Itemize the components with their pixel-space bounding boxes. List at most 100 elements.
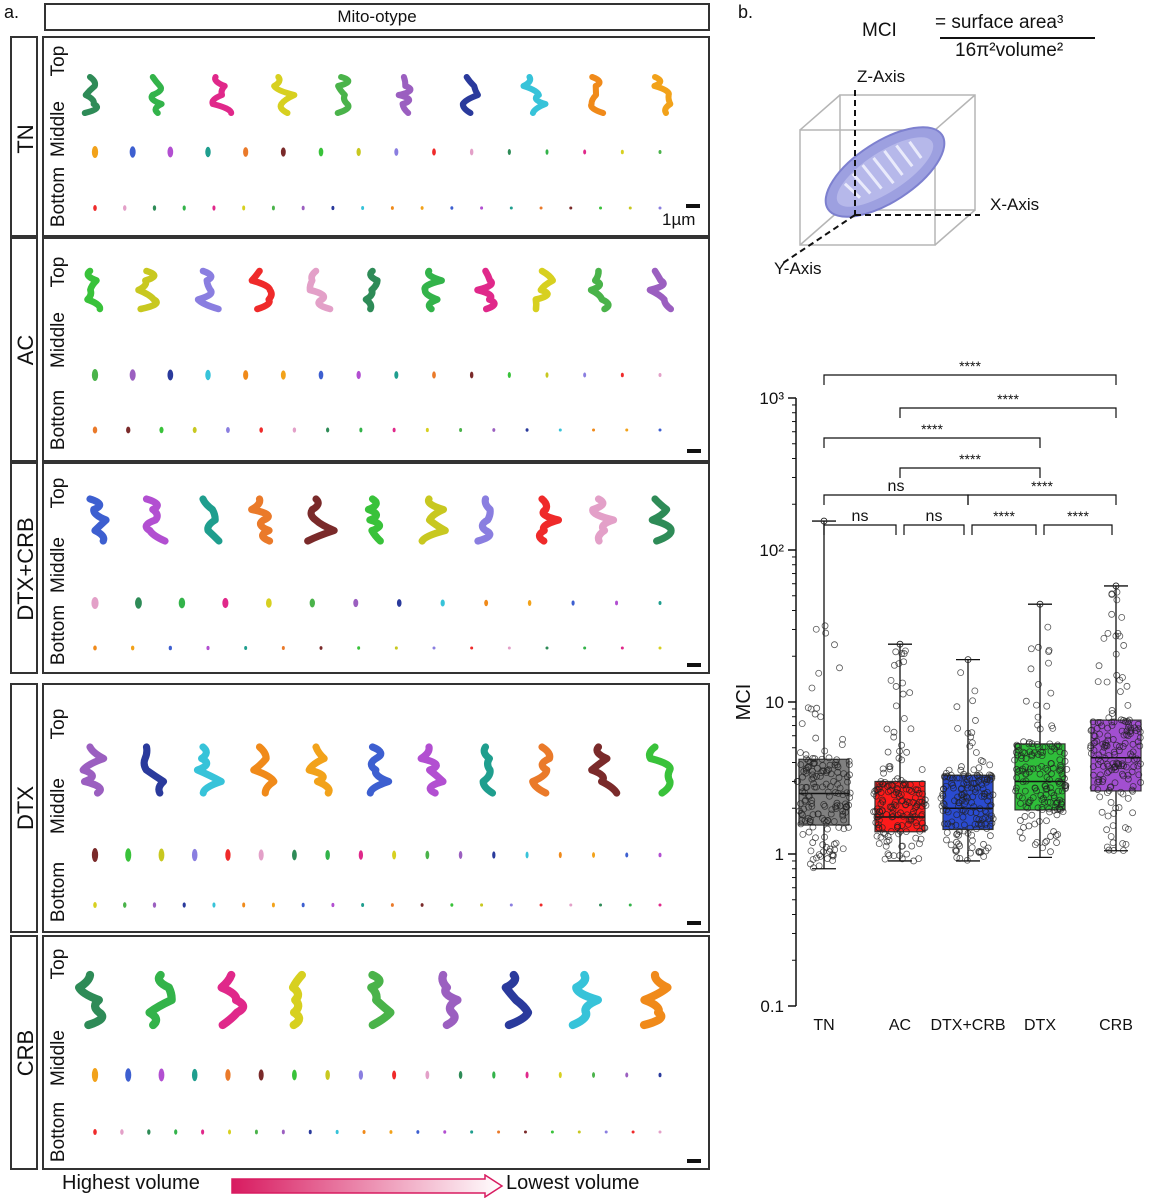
data-point: [1116, 676, 1124, 684]
data-point: [811, 710, 819, 718]
data-point: [1034, 643, 1042, 651]
data-point: [939, 792, 947, 800]
data-point: [953, 854, 961, 861]
data-point: [1055, 787, 1062, 795]
mitochondrion-shape: [91, 369, 99, 381]
data-point: [939, 807, 947, 815]
data-point: [938, 802, 946, 810]
data-point: [1112, 741, 1120, 749]
data-point: [918, 802, 926, 810]
data-point: [982, 808, 990, 816]
mitochondrion-shape: [484, 599, 489, 607]
significance-bracket: [967, 494, 1117, 505]
data-point: [902, 781, 909, 789]
data-point: [967, 809, 975, 816]
mitochondrion-shape: [182, 205, 186, 211]
data-point: [900, 779, 908, 787]
data-point: [941, 772, 949, 780]
lowest-volume-label: Lowest volume: [506, 1172, 640, 1194]
data-point: [1113, 671, 1121, 679]
data-point: [1051, 803, 1059, 811]
mitochondrion-shape: [129, 146, 136, 158]
data-point: [891, 661, 898, 669]
scale-bar: [686, 204, 700, 208]
data-point: [820, 801, 828, 808]
y-tick-label: 0.1: [760, 997, 784, 1016]
scale-bar: [687, 1159, 701, 1163]
mitochondrion-shape: [91, 848, 99, 862]
data-point: [1038, 762, 1046, 770]
mitochondrion-shape: [416, 1130, 420, 1134]
data-point: [952, 821, 960, 829]
data-point: [1041, 743, 1049, 751]
mitochondrion-shape: [191, 1068, 198, 1082]
data-point: [1118, 770, 1126, 778]
mitochondrion-shape: [258, 1069, 264, 1081]
data-point: [827, 770, 835, 778]
data-point: [937, 794, 945, 802]
mitochondrion-shape: [305, 743, 333, 797]
scale-bar: [687, 663, 701, 667]
data-point: [1047, 833, 1054, 840]
mitochondrion-shape: [147, 1129, 151, 1135]
mitochondrion-shape: [159, 426, 164, 434]
data-point: [1129, 809, 1136, 817]
group-label-box-tn: TN: [10, 36, 38, 237]
mitochondrion-shape: [658, 1072, 662, 1078]
data-point: [963, 794, 971, 802]
mitochondrion-shape: [362, 1129, 366, 1135]
data-point: [1123, 682, 1131, 690]
data-point: [846, 794, 854, 801]
mitochondrion-shape: [588, 73, 607, 117]
mitochondrion-shape: [432, 646, 436, 650]
mitochondrion-shape: [480, 903, 484, 907]
mitochondrion-shape: [135, 597, 142, 609]
data-point: [1120, 642, 1128, 649]
data-point: [798, 784, 806, 791]
mitochondrion-shape: [550, 1130, 554, 1134]
data-point: [911, 813, 919, 820]
data-point: [1045, 805, 1053, 813]
data-point: [1034, 804, 1042, 812]
data-point: [1035, 681, 1042, 688]
mitochondrion-shape: [389, 1130, 393, 1134]
data-point: [1112, 650, 1120, 658]
data-point: [1122, 840, 1130, 848]
data-point: [952, 846, 960, 854]
data-point: [1102, 739, 1110, 747]
data-point: [978, 781, 985, 789]
data-point: [1028, 811, 1036, 819]
mitochondrion-shape: [158, 1068, 165, 1082]
mitochondrion-shape: [539, 903, 543, 907]
data-point: [898, 650, 906, 657]
mitochondrion-shape: [212, 205, 216, 211]
data-point: [988, 773, 996, 781]
data-point: [955, 799, 963, 807]
data-point: [1061, 757, 1069, 765]
data-point: [1104, 732, 1112, 740]
data-point: [1096, 730, 1103, 738]
mitochondrion-shape: [620, 646, 624, 650]
data-point: [906, 689, 914, 697]
data-point: [1098, 808, 1106, 816]
data-point: [1135, 771, 1143, 779]
mitochondrion-shape: [658, 206, 662, 210]
data-point: [1022, 755, 1030, 762]
data-point: [839, 845, 847, 853]
data-point: [831, 641, 838, 649]
mitochondrion-shape: [658, 600, 662, 606]
data-point: [1042, 785, 1050, 793]
data-point: [1110, 810, 1118, 817]
significance-label: ****: [959, 451, 981, 467]
mitochondrion-shape: [361, 205, 365, 211]
data-point: [821, 747, 829, 755]
data-point: [1119, 790, 1127, 798]
data-point: [1119, 743, 1127, 750]
mitochondrion-shape: [474, 495, 494, 545]
data-point: [797, 809, 805, 817]
data-point: [812, 625, 820, 633]
data-point: [1054, 831, 1062, 838]
data-point: [809, 771, 816, 779]
data-point: [971, 687, 979, 695]
mitochondrion-shape: [308, 1129, 312, 1135]
